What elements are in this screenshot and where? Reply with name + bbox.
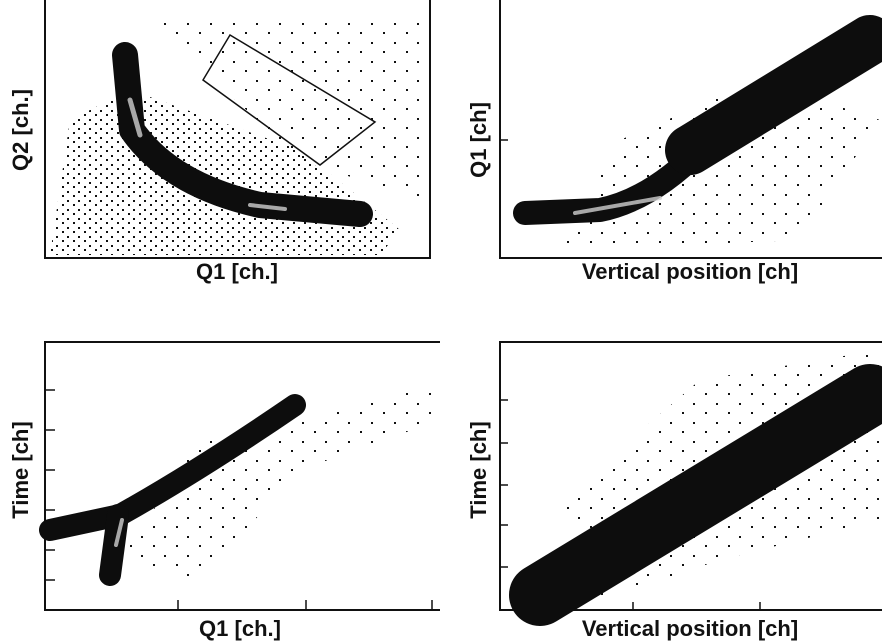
- panel-time-vertical: Vertical position [ch] Time [ch]: [466, 341, 882, 641]
- density-band: [509, 364, 882, 626]
- density-core: [114, 518, 124, 547]
- x-axis-label: Q1 [ch.]: [196, 259, 278, 284]
- y-axis-label: Q1 [ch]: [466, 102, 491, 178]
- axes-frame: [499, 341, 882, 611]
- density-core: [573, 196, 662, 215]
- axes-frame: [44, 0, 431, 259]
- panel-q1-vertical: Vertical position [ch] Q1 [ch]: [466, 0, 882, 284]
- density-band: [665, 15, 882, 175]
- density-core: [127, 97, 143, 138]
- x-axis-label: Vertical position [ch]: [582, 616, 798, 641]
- scatter-cloud: [150, 20, 420, 200]
- y-axis-label: Time [ch]: [466, 421, 491, 518]
- selection-gate: [202, 33, 377, 166]
- x-axis-label: Q1 [ch.]: [199, 616, 281, 641]
- density-band: [39, 394, 306, 541]
- scatter-cloud: [120, 380, 440, 580]
- x-axis-label: Vertical position [ch]: [582, 259, 798, 284]
- y-axis-label: Time [ch]: [8, 421, 33, 518]
- density-band: [112, 42, 373, 227]
- tick-marks: [500, 399, 761, 610]
- panel-q2-q1: Q1 [ch.] Q2 [ch.]: [8, 0, 431, 284]
- tick-marks: [45, 389, 433, 610]
- y-axis-label: Q2 [ch.]: [8, 89, 33, 171]
- panel-time-q1: Q1 [ch.] Time [ch]: [8, 341, 440, 641]
- density-core: [248, 203, 287, 211]
- axes-frame: [499, 0, 882, 259]
- axes-frame: [44, 341, 440, 611]
